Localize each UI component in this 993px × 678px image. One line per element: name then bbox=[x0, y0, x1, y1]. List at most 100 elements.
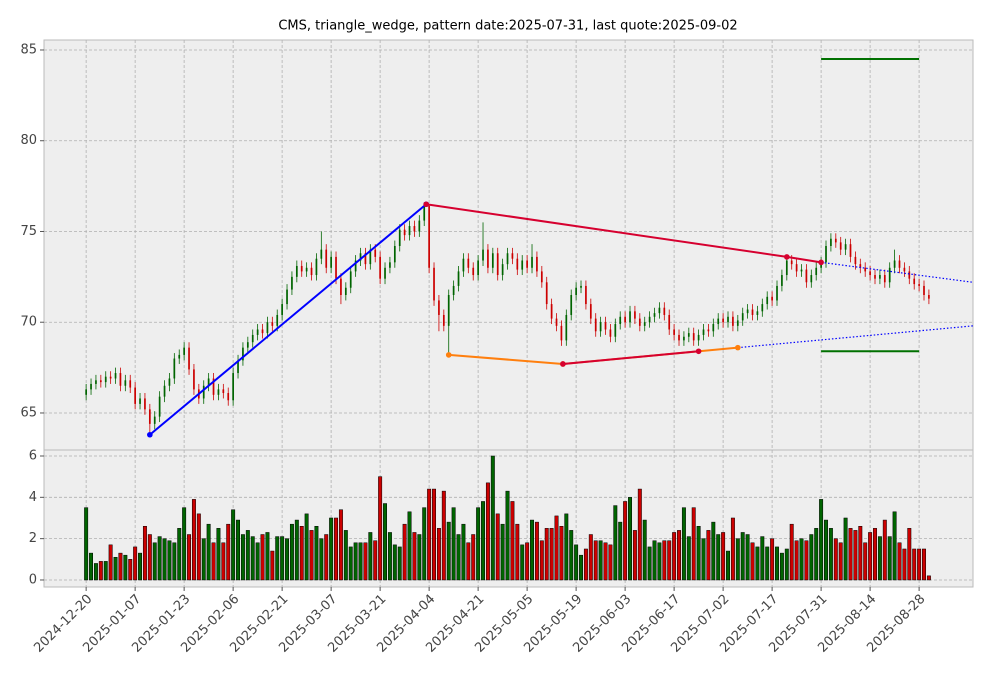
volume-bar bbox=[672, 532, 677, 581]
candle-body bbox=[413, 226, 416, 232]
volume-bar bbox=[809, 534, 814, 581]
candle-body bbox=[384, 267, 386, 279]
volume-bar bbox=[446, 521, 451, 581]
volume-bar bbox=[250, 536, 255, 581]
volume-bar bbox=[485, 482, 490, 581]
volume-bar bbox=[833, 538, 838, 581]
volume-bar bbox=[559, 525, 564, 581]
volume-bar bbox=[476, 507, 481, 581]
candle-body bbox=[202, 385, 205, 399]
candle-body bbox=[246, 342, 249, 348]
pattern-point bbox=[560, 361, 566, 367]
candle-body bbox=[702, 329, 705, 335]
candle-body bbox=[908, 271, 911, 279]
candle-body bbox=[393, 245, 396, 263]
volume-bar bbox=[338, 509, 343, 581]
candle-body bbox=[540, 271, 543, 283]
candle-body bbox=[114, 373, 117, 379]
volume-bar bbox=[177, 528, 182, 581]
volume-bar bbox=[324, 534, 329, 581]
candle-body bbox=[781, 275, 783, 286]
y-tick-label: 85 bbox=[20, 42, 37, 57]
candle-body bbox=[148, 409, 151, 424]
volume-bar bbox=[226, 523, 231, 581]
volume-bar bbox=[598, 540, 603, 581]
volume-bar bbox=[838, 542, 843, 581]
volume-bar bbox=[539, 540, 544, 581]
candle-body bbox=[423, 206, 426, 221]
candle-body bbox=[398, 229, 401, 246]
volume-bar bbox=[588, 534, 593, 581]
volume-bar bbox=[789, 523, 794, 581]
candle-body bbox=[653, 313, 656, 317]
candle-body bbox=[599, 322, 602, 332]
candle-body bbox=[442, 314, 445, 326]
candle-body bbox=[320, 249, 323, 259]
pattern-line bbox=[737, 325, 974, 349]
candle-body bbox=[526, 260, 528, 268]
volume-bar bbox=[368, 532, 373, 581]
candle-body bbox=[614, 324, 617, 337]
volume-bar bbox=[422, 507, 427, 581]
volume-bar bbox=[387, 532, 392, 581]
candle-body bbox=[668, 314, 671, 330]
candle-body bbox=[536, 256, 538, 272]
candle-body bbox=[849, 244, 852, 257]
candle-body bbox=[869, 271, 871, 276]
volume-bar bbox=[495, 513, 500, 581]
volume-bar bbox=[285, 538, 289, 581]
volume-bar bbox=[520, 544, 525, 581]
volume-bar bbox=[779, 552, 784, 581]
volume-bar bbox=[750, 542, 755, 581]
pattern-point bbox=[784, 254, 790, 260]
price-panel bbox=[43, 39, 974, 451]
candle-body bbox=[751, 309, 754, 315]
candle-body bbox=[594, 318, 597, 332]
pattern-point bbox=[147, 431, 153, 438]
candle-body bbox=[609, 329, 612, 337]
volume-bar bbox=[412, 532, 417, 581]
candle-body bbox=[163, 385, 166, 397]
volume-bar bbox=[466, 542, 471, 581]
candle-body bbox=[109, 376, 112, 379]
volume-bar bbox=[211, 542, 216, 581]
volume-bar bbox=[804, 540, 809, 581]
candle-body bbox=[545, 282, 548, 305]
volume-bar bbox=[912, 548, 917, 581]
candle-body bbox=[256, 329, 259, 335]
candle-body bbox=[462, 258, 465, 272]
volume-bar bbox=[897, 542, 902, 581]
volume-bar bbox=[128, 559, 133, 581]
volume-bar bbox=[270, 550, 275, 581]
candle-body bbox=[433, 267, 435, 301]
candle-body bbox=[785, 260, 788, 276]
candle-body bbox=[629, 311, 631, 323]
volume-bar bbox=[716, 534, 721, 581]
volume-bar bbox=[593, 540, 598, 581]
volume-bar bbox=[108, 544, 113, 581]
volume-bar bbox=[182, 507, 187, 581]
volume-bar bbox=[461, 523, 466, 581]
candle-body bbox=[776, 285, 778, 301]
candle-body bbox=[271, 322, 274, 326]
volume-bar bbox=[289, 523, 294, 581]
volume-bar bbox=[314, 525, 319, 581]
candle-body bbox=[810, 275, 813, 283]
volume-bar bbox=[510, 501, 515, 581]
volume-bar bbox=[236, 519, 240, 581]
candle-body bbox=[550, 304, 553, 319]
volume-bar bbox=[515, 523, 520, 581]
volume-bar bbox=[613, 505, 618, 581]
candle-body bbox=[139, 398, 141, 404]
volume-bar bbox=[113, 556, 118, 581]
candle-body bbox=[389, 262, 391, 268]
candle-body bbox=[707, 329, 710, 332]
volume-bar bbox=[240, 534, 245, 581]
candle-body bbox=[815, 267, 818, 276]
candle-body bbox=[99, 380, 102, 383]
candle-body bbox=[634, 311, 636, 319]
candle-body bbox=[295, 265, 298, 277]
candle-body bbox=[158, 396, 161, 417]
candle-body bbox=[913, 278, 916, 285]
volume-bar bbox=[647, 546, 652, 581]
